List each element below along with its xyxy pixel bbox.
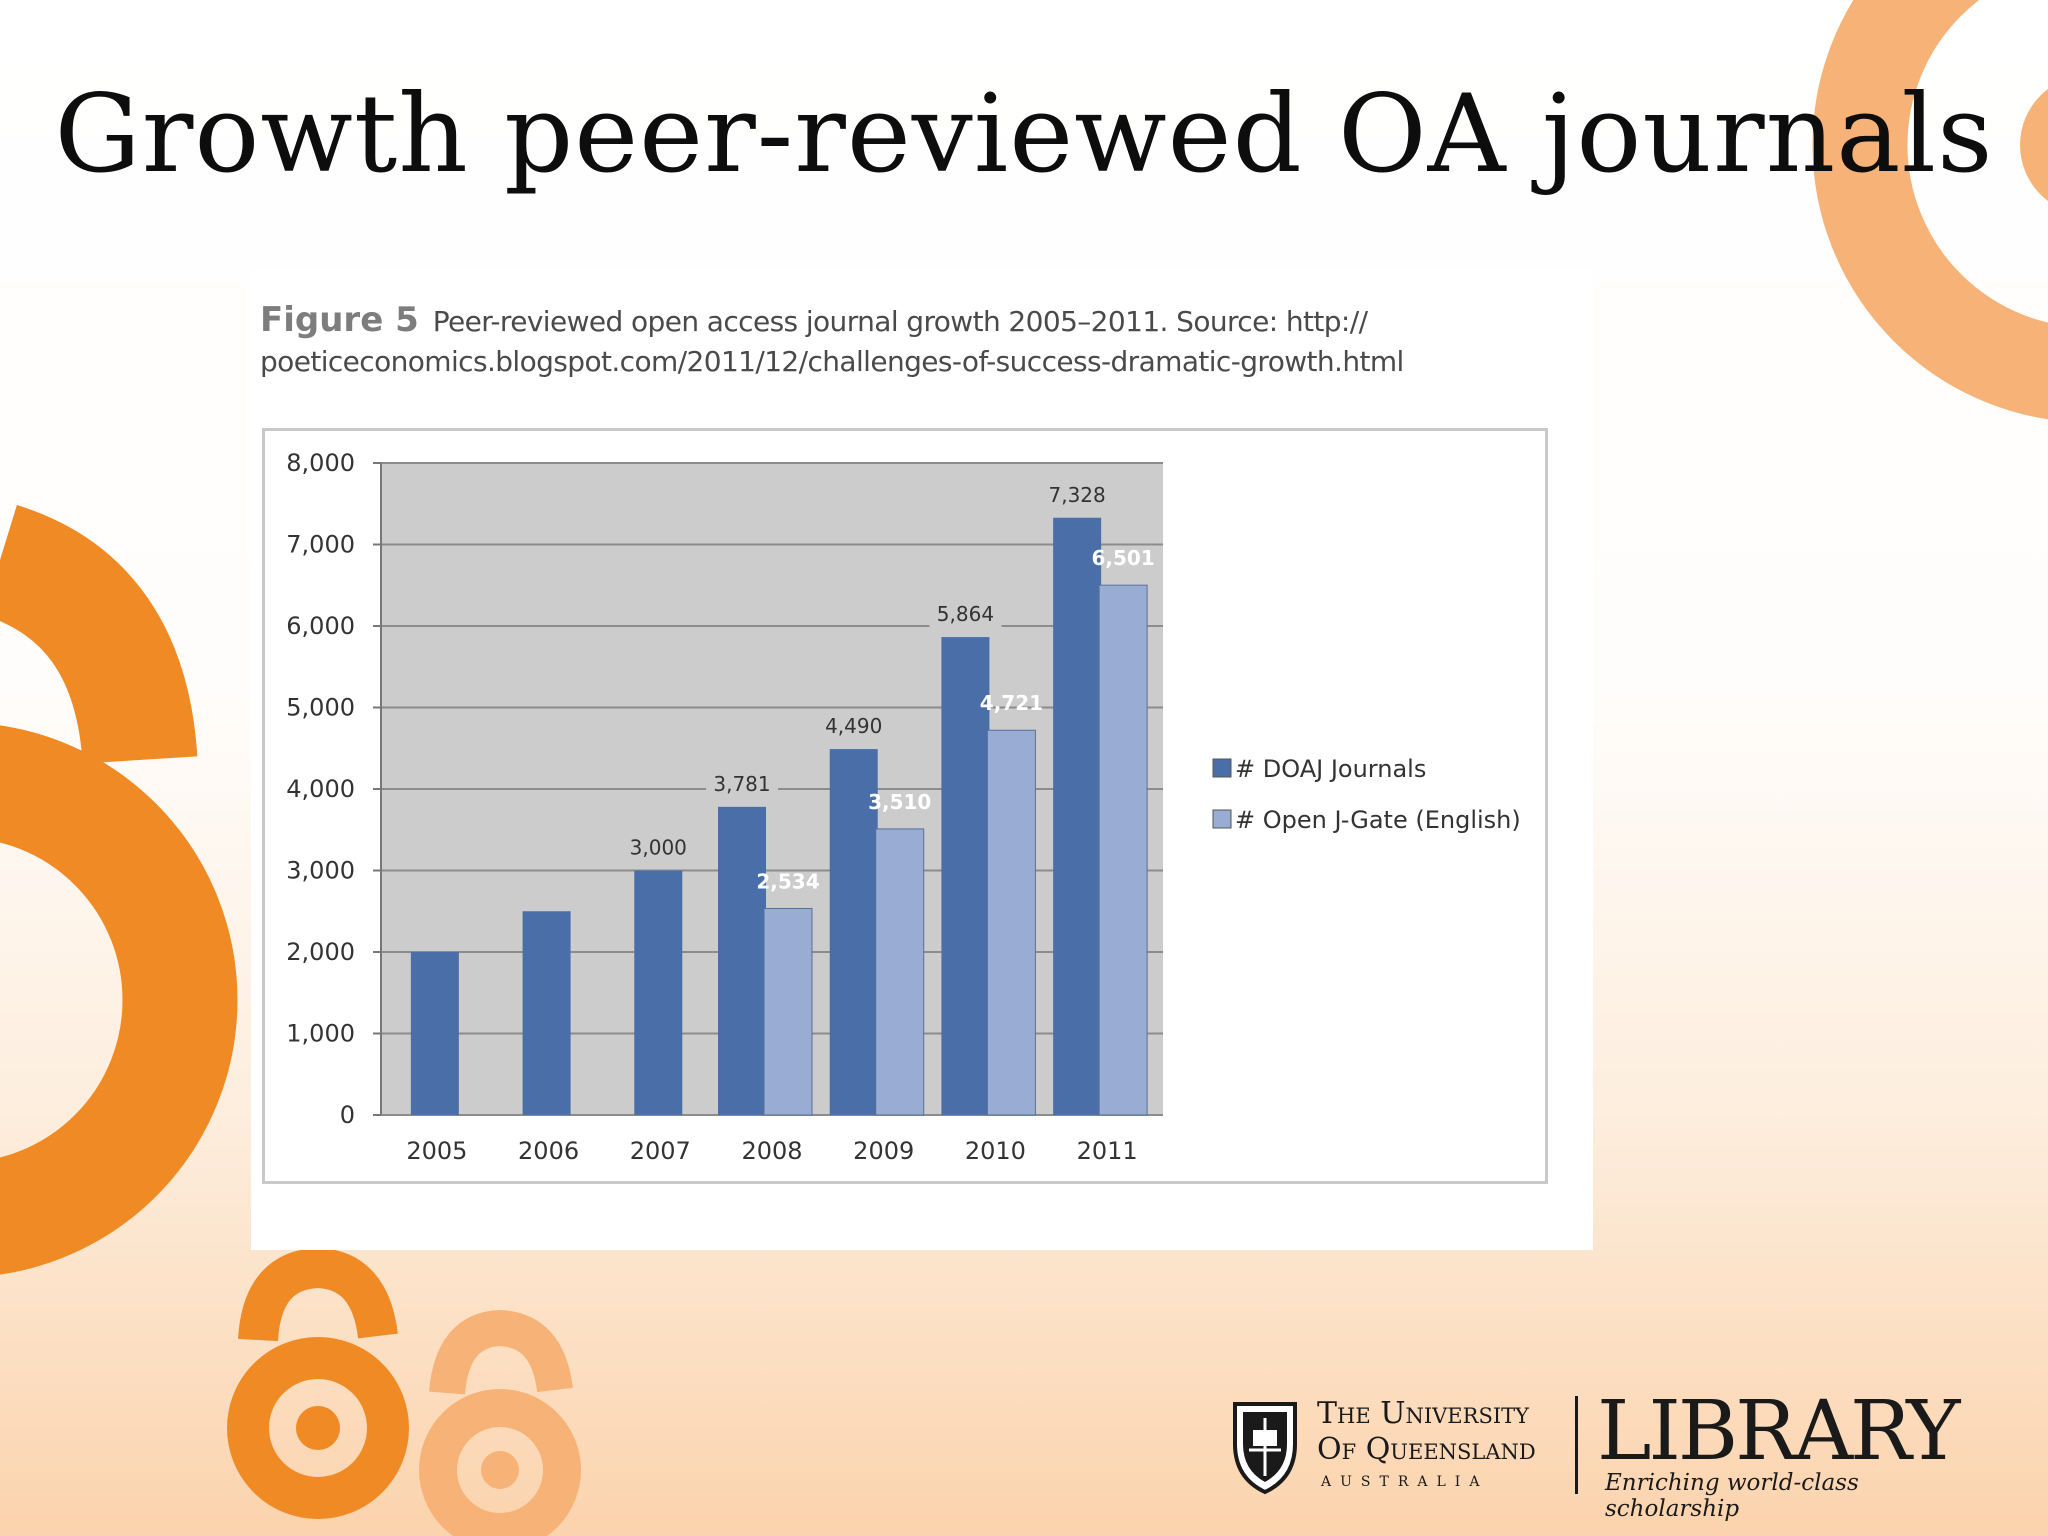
bar-jgate <box>1098 584 1148 1116</box>
bar-label-bg <box>706 768 778 797</box>
chart-frame: 0 1,000 2,000 3,000 4,000 5,000 6,000 7,000 8,00… <box>262 428 1548 1184</box>
y-tick-label: 0 <box>340 1101 355 1129</box>
university-country: AUSTRALIA <box>1321 1474 1489 1490</box>
caption-text-1: Peer-reviewed open access journal growth… <box>432 305 1368 338</box>
bar-label-bg <box>817 711 890 740</box>
bar-label-doaj: 4,490 <box>825 714 882 738</box>
bar-jgate <box>986 729 1036 1116</box>
bar-doaj <box>718 806 766 1115</box>
university-name-line-1: The University <box>1317 1396 1530 1431</box>
slide-title: Growth peer-reviewed OA journals <box>54 72 1994 197</box>
y-tick-label: 1,000 <box>286 1020 355 1048</box>
y-tick-label: 7,000 <box>286 531 355 559</box>
bar-jgate <box>875 828 925 1116</box>
bar-label-bg <box>1041 479 1114 508</box>
uq-crest-icon <box>1233 1402 1297 1495</box>
caption-line-1: Figure 5 Peer-reviewed open access journa… <box>260 300 1500 342</box>
bar-doaj <box>410 952 459 1115</box>
y-tick-label: 6,000 <box>286 612 355 640</box>
bar-label-doaj: 3,781 <box>713 772 770 796</box>
caption-line-2: poeticeconomics.blogspot.com/2011/12/cha… <box>260 345 1404 378</box>
x-tick-label: 2007 <box>630 1137 691 1165</box>
footer-logos: The University Of Queensland AUSTRALIA L… <box>1225 1384 1985 1522</box>
figure-label: Figure 5 <box>260 300 419 340</box>
bar-doaj <box>634 870 683 1115</box>
logo-divider <box>1575 1396 1578 1494</box>
bar-doaj <box>1053 517 1102 1115</box>
bar-label-jgate: 2,534 <box>756 869 819 893</box>
bar-doaj <box>522 911 571 1115</box>
bar-label-jgate: 4,721 <box>980 691 1043 715</box>
legend-swatch <box>1212 809 1232 829</box>
bar-doaj <box>941 637 990 1115</box>
bar-doaj <box>829 749 878 1115</box>
university-name-line-2: Of Queensland <box>1317 1432 1536 1467</box>
y-tick-label: 2,000 <box>286 938 355 966</box>
x-tick-label: 2011 <box>1077 1137 1138 1165</box>
bar-label-jgate: 3,510 <box>868 790 931 814</box>
bar-label-bg <box>622 832 695 861</box>
x-tick-label: 2009 <box>853 1137 914 1165</box>
y-tick-label: 8,000 <box>286 449 355 477</box>
y-tick-label: 3,000 <box>286 857 355 885</box>
library-tagline: Enriching world-class scholarship <box>1605 1470 1859 1522</box>
y-tick-label: 4,000 <box>286 775 355 803</box>
bar-label-jgate: 6,501 <box>1092 546 1155 570</box>
bar-label-bg <box>929 599 1002 628</box>
bar-chart: 0 1,000 2,000 3,000 4,000 5,000 6,000 7,000 8,00… <box>286 449 1521 1165</box>
bar-label-doaj: 7,328 <box>1049 483 1106 507</box>
x-tick-label: 2005 <box>406 1137 467 1165</box>
y-tick-label: 5,000 <box>286 694 355 722</box>
legend-label: # DOAJ Journals <box>1235 755 1426 783</box>
x-tick-label: 2008 <box>741 1137 802 1165</box>
bar-label-doaj: 5,864 <box>937 602 994 626</box>
bar-jgate <box>763 907 813 1116</box>
bar-label-doaj: 3,000 <box>630 836 687 860</box>
figure-caption: Figure 5 Peer-reviewed open access journa… <box>260 300 1500 382</box>
x-tick-label: 2006 <box>518 1137 579 1165</box>
legend-label: # Open J-Gate (English) <box>1235 806 1521 834</box>
library-wordmark: LIBRARY <box>1597 1384 1960 1479</box>
x-tick-label: 2010 <box>965 1137 1026 1165</box>
legend-swatch <box>1212 758 1232 778</box>
